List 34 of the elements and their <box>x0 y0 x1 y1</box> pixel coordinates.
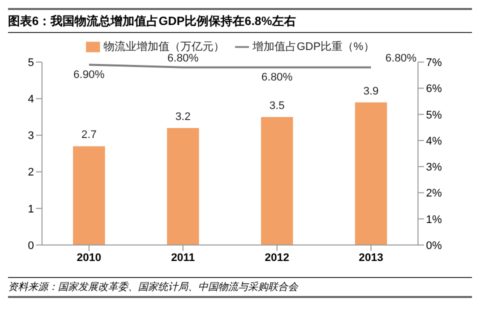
data-label: 6.90% <box>73 68 105 81</box>
legend-label: 物流业增加值（万亿元） <box>104 41 225 53</box>
y2-tick-label: 5% <box>426 109 442 122</box>
x-tick-label: 2010 <box>76 252 102 264</box>
y-tick-label: 1 <box>28 203 34 216</box>
y2-tick-label: 2% <box>426 188 442 200</box>
data-label: 6.80% <box>261 72 293 84</box>
y2-tick-label: 0% <box>426 240 442 252</box>
y-tick-label: 2 <box>28 166 34 179</box>
text: 资料来源：国家发展改革委、国家统计局、中国物流与采购联合会 <box>8 277 472 298</box>
data-label: 3.9 <box>363 85 379 98</box>
y-tick-label: 0 <box>28 240 34 252</box>
data-label: 3.2 <box>175 110 191 123</box>
data-label: 2.7 <box>81 129 97 142</box>
x-tick-label: 2012 <box>264 252 290 264</box>
bar <box>73 146 105 245</box>
y-tick-label: 3 <box>28 130 34 142</box>
data-label: 3.5 <box>269 100 285 112</box>
chart-title: 图表6：我国物流总增加值占GDP比例保持在6.8%左右 <box>8 8 472 33</box>
y-tick-label: 5 <box>28 57 34 69</box>
y2-tick-label: 1% <box>426 214 442 226</box>
x-tick-label: 2011 <box>171 252 195 264</box>
bar <box>167 128 199 245</box>
y2-tick-label: 4% <box>426 135 442 148</box>
y2-tick-label: 6% <box>426 83 442 96</box>
y2-tick-label: 7% <box>426 57 442 69</box>
y2-tick-label: 3% <box>426 162 442 174</box>
y-tick-label: 4 <box>28 94 34 106</box>
legend-label: 增加值占GDP比重（%） <box>252 41 374 53</box>
bar <box>355 102 387 245</box>
bar <box>261 116 293 245</box>
data-label: 6.80% <box>167 52 199 64</box>
x-tick-label: 2013 <box>358 252 384 264</box>
data-label: 6.80% <box>385 52 417 64</box>
